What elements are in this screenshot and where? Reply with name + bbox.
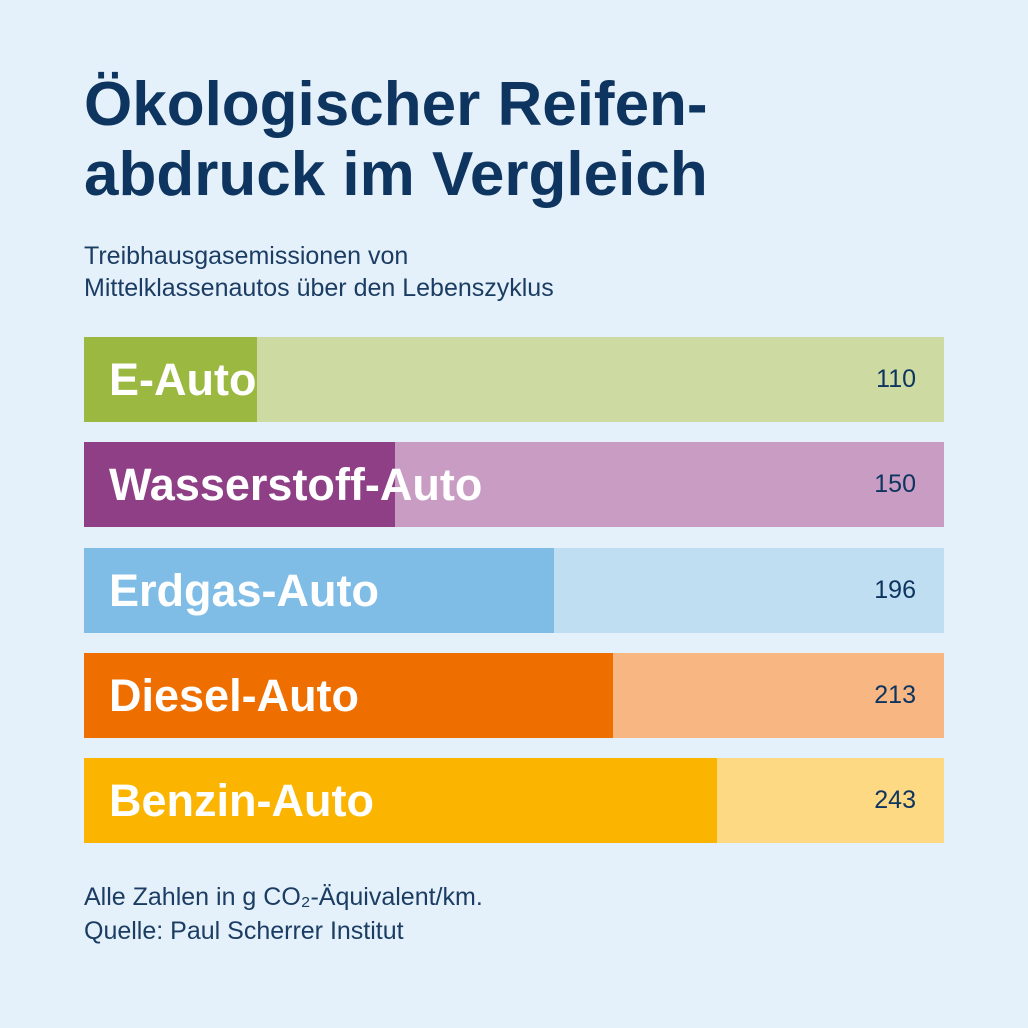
bar bbox=[84, 337, 257, 422]
bar-value-label: 196 bbox=[874, 575, 916, 604]
bar-label: Wasserstoff-Auto bbox=[109, 459, 483, 511]
subtitle-line-2: Mittelklassenautos über den Lebenszyklus bbox=[84, 274, 554, 302]
title-line-2: abdruck im Vergleich bbox=[84, 140, 708, 209]
chart-subtitle: Treibhausgasemissionen von Mittelklassen… bbox=[84, 240, 964, 304]
source-note: Quelle: Paul Scherrer Institut bbox=[84, 917, 404, 945]
bar-row: Erdgas-Auto 196 bbox=[84, 547, 944, 633]
bar-label: Benzin-Auto bbox=[109, 775, 374, 826]
bar bbox=[84, 547, 555, 633]
bar-row: Diesel-Auto 213 bbox=[84, 652, 944, 738]
bar bbox=[84, 758, 717, 843]
bar bbox=[84, 652, 613, 738]
bar-label: Erdgas-Auto bbox=[109, 564, 379, 616]
bar-value-label: 243 bbox=[874, 786, 916, 814]
page-title: Ökologischer Reifen- abdruck im Vergleic… bbox=[84, 70, 964, 210]
unit-note: Alle Zahlen in g CO₂-Äquivalent/km. bbox=[84, 883, 483, 911]
bar-chart: E-Auto 110 Wasserstoff-Auto 150 Erdgas-Auto 1… bbox=[84, 337, 944, 843]
bar-value-label: 110 bbox=[876, 365, 916, 393]
bar-row: Benzin-Auto 243 bbox=[84, 758, 944, 843]
footnote: Alle Zahlen in g CO₂-Äquivalent/km. Quel… bbox=[84, 880, 964, 948]
bar-label: E-Auto bbox=[109, 354, 257, 405]
bar-value-label: 213 bbox=[874, 680, 916, 709]
bar-label: Diesel-Auto bbox=[109, 669, 360, 721]
bar bbox=[84, 442, 395, 528]
bar-row: Wasserstoff-Auto 150 bbox=[84, 442, 944, 528]
title-line-1: Ökologischer Reifen- bbox=[84, 70, 708, 139]
bar-value-label: 150 bbox=[874, 470, 916, 499]
subtitle-line-1: Treibhausgasemissionen von bbox=[84, 242, 409, 270]
bar-row: E-Auto 110 bbox=[84, 337, 944, 422]
